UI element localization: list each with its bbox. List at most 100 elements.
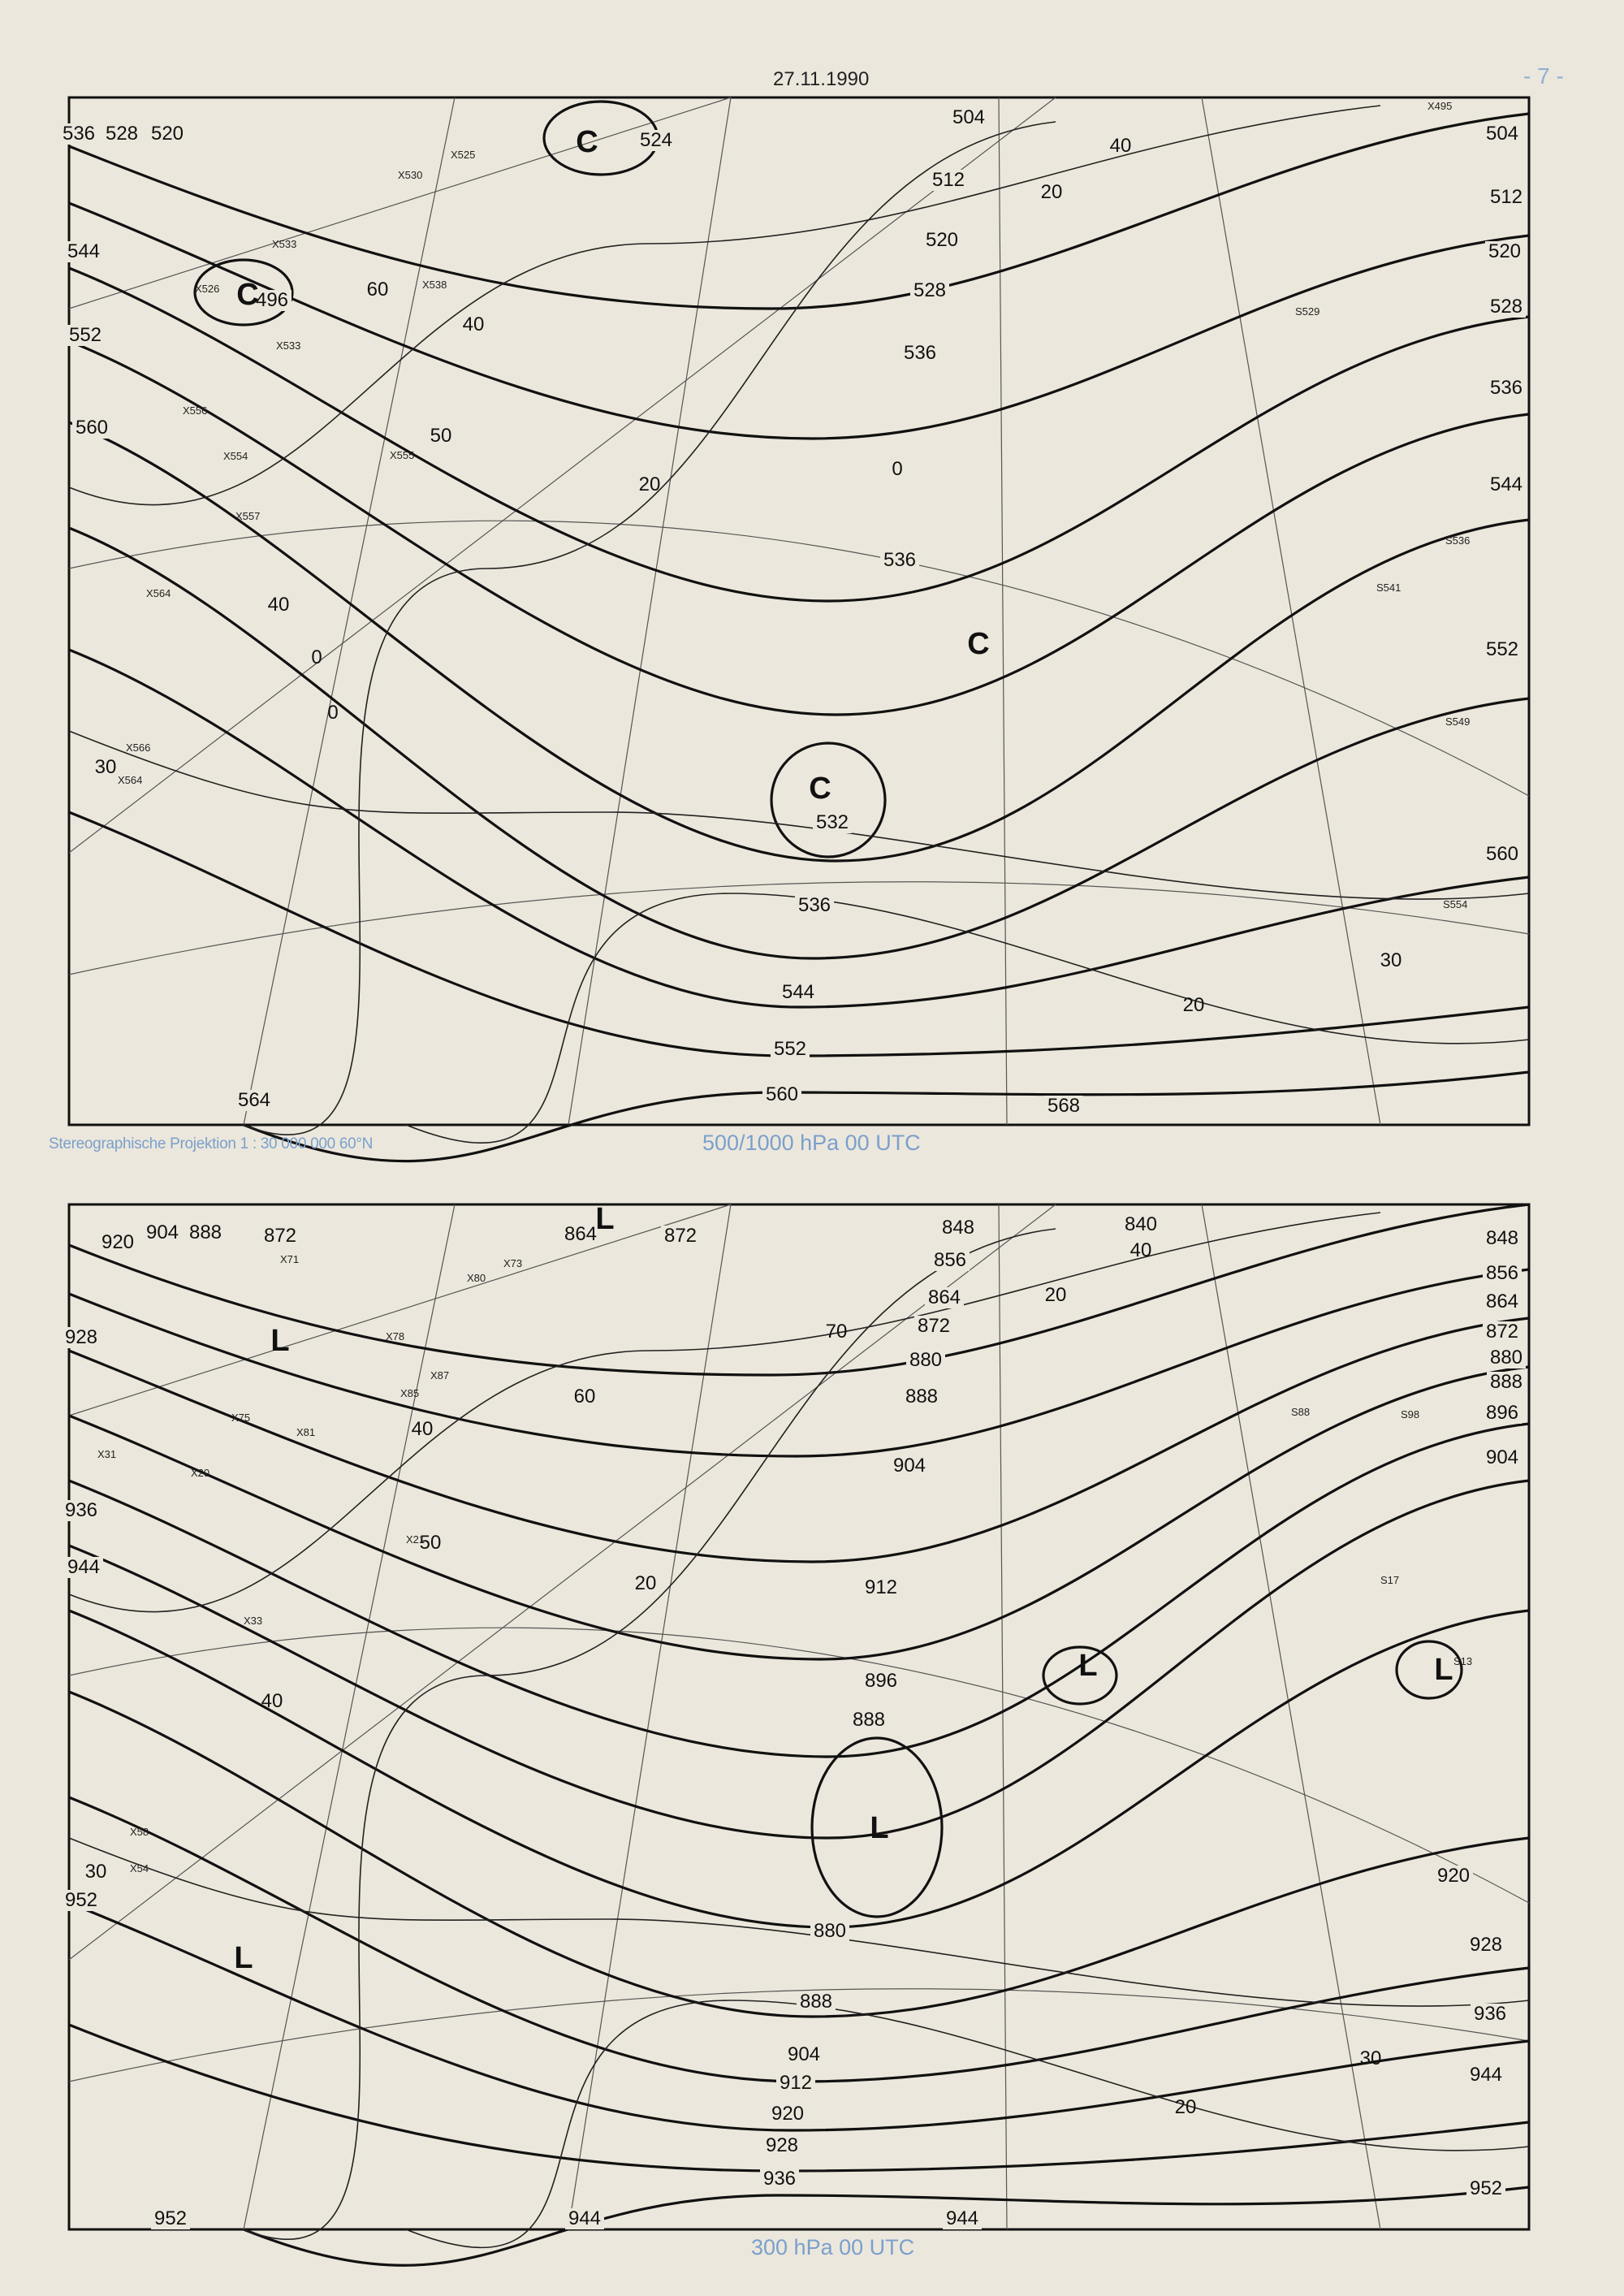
- contour-label: 904: [893, 1455, 926, 1477]
- label-background: [1121, 1214, 1160, 1235]
- label-background: [943, 2208, 982, 2229]
- height-contour: [68, 1479, 1530, 1840]
- height-contour: [68, 339, 1530, 716]
- isoline-label: 40: [463, 313, 485, 335]
- graticule-line: [1201, 97, 1381, 1126]
- label-background: [880, 550, 919, 571]
- top-map-labels: 504 512 520 528 536 536 532 536 544 552 560 568 564 5…: [59, 100, 1526, 1117]
- contour-label: 872: [664, 1225, 697, 1247]
- low-pressure-symbol: L: [270, 1324, 289, 1358]
- contour-label: 568: [1047, 1095, 1080, 1117]
- label-background: [760, 2168, 799, 2190]
- contour-label: 552: [774, 1038, 806, 1060]
- contour-label: 936: [65, 1499, 97, 1521]
- label-background: [62, 1327, 101, 1348]
- contour-label: 872: [264, 1225, 296, 1247]
- label-background: [59, 123, 98, 145]
- contour-label: 536: [883, 549, 916, 571]
- low-pressure-symbol: L: [870, 1811, 888, 1845]
- station-value: S98: [1401, 1408, 1419, 1420]
- contour-label: 896: [1486, 1402, 1518, 1424]
- contour-label: 528: [1490, 296, 1522, 318]
- contour-label: 904: [146, 1222, 179, 1243]
- height-contour: [68, 421, 1530, 863]
- station-value: S554: [1443, 898, 1467, 910]
- contour-label: 928: [65, 1326, 97, 1348]
- low-pressure-symbol: C: [236, 278, 258, 312]
- isoline-label: 20: [639, 473, 661, 495]
- label-background: [62, 1890, 101, 1911]
- station-value: X564: [146, 587, 171, 599]
- height-contour: [243, 2186, 1530, 2267]
- station-value: X555: [390, 449, 414, 461]
- isoline-label: 30: [1360, 2047, 1382, 2069]
- label-background: [1483, 1403, 1522, 1424]
- label-background: [253, 290, 292, 311]
- station-value: X31: [97, 1448, 116, 1460]
- label-background: [1487, 378, 1526, 399]
- label-background: [1471, 2004, 1510, 2025]
- station-value: X85: [400, 1387, 419, 1399]
- station-value: X495: [1427, 100, 1452, 112]
- graticule-line: [68, 1204, 1056, 1961]
- station-value: X533: [276, 339, 300, 352]
- contour-label: 944: [67, 1556, 100, 1578]
- contour-label: 880: [1490, 1347, 1522, 1369]
- height-contour: [68, 648, 1530, 1009]
- contour-label: 856: [934, 1249, 966, 1271]
- isoline-label: 0: [327, 702, 338, 724]
- height-contour: [68, 112, 1530, 310]
- label-background: [922, 230, 961, 251]
- label-background: [1483, 844, 1522, 865]
- label-background: [1434, 1866, 1473, 1887]
- label-background: [1483, 123, 1522, 145]
- contour-label: 564: [238, 1089, 270, 1111]
- contour-label: 536: [63, 123, 95, 145]
- station-value: X78: [386, 1330, 404, 1343]
- isoline-label: 0: [311, 646, 322, 668]
- contour-label: 520: [1488, 240, 1521, 262]
- station-value: X525: [451, 149, 475, 161]
- contour-label: 904: [788, 2043, 820, 2065]
- contour-label: 528: [914, 279, 946, 301]
- contour-label: 912: [865, 1576, 897, 1598]
- height-contour: [68, 1268, 1530, 1458]
- label-background: [1487, 296, 1526, 318]
- label-background: [102, 123, 141, 145]
- isoline-label: 20: [1175, 2096, 1197, 2118]
- top-map-frame: [67, 96, 1531, 1126]
- contour-label: 896: [865, 1670, 897, 1692]
- graticule-line: [1201, 1204, 1381, 2230]
- station-value: X556: [183, 404, 207, 417]
- contour-label: 952: [1470, 2177, 1502, 2199]
- graticule-line: [68, 97, 1056, 854]
- height-contour: [68, 1901, 1530, 2132]
- isoline-label: 50: [420, 1532, 442, 1554]
- station-value: X58: [130, 1826, 149, 1838]
- isoline: [68, 730, 1530, 900]
- station-value: X538: [422, 279, 447, 291]
- isoline-label: 20: [1041, 181, 1063, 203]
- isoline: [405, 893, 1530, 1144]
- label-background: [72, 417, 111, 439]
- isoline-label: 0: [892, 458, 902, 480]
- label-background: [779, 982, 818, 1003]
- latitude-circle: [68, 881, 1530, 975]
- label-background: [1487, 1372, 1526, 1393]
- label-background: [1466, 1935, 1505, 1956]
- bottom-map-frame: [67, 1203, 1531, 2231]
- isoline-label: 20: [1183, 994, 1205, 1016]
- label-background: [914, 1316, 953, 1337]
- isoline-label: 30: [95, 756, 117, 778]
- label-background: [235, 1090, 274, 1111]
- label-background: [261, 1226, 300, 1247]
- isoline-label: 20: [1045, 1284, 1067, 1306]
- label-background: [1483, 1447, 1522, 1468]
- contour-label: 936: [763, 2168, 796, 2190]
- label-background: [1466, 2065, 1505, 2086]
- label-background: [1487, 187, 1526, 208]
- contour-label: 872: [1486, 1321, 1518, 1343]
- station-value: X533: [272, 238, 296, 250]
- label-background: [1483, 1321, 1522, 1343]
- label-background: [151, 2208, 190, 2229]
